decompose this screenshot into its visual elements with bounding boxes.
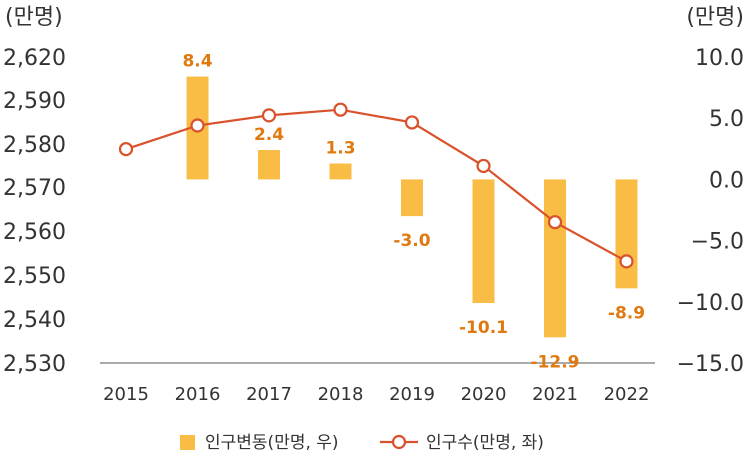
bar-2019 xyxy=(401,179,423,217)
x-tick-label: 2016 xyxy=(175,384,221,405)
point-2015 xyxy=(118,142,134,157)
left-axis-unit: (만명) xyxy=(5,5,63,30)
right-tick-label: 0.0 xyxy=(709,168,744,193)
right-tick-label: 5.0 xyxy=(709,107,744,132)
x-axis-ticks: 2015 2016 2017 2018 2019 2020 2021 2022 xyxy=(103,384,649,405)
legend-bar-swatch xyxy=(180,435,195,450)
bar-label-2022: -8.9 xyxy=(608,303,645,323)
right-axis-ticks: 10.0 5.0 0.0 −5.0 −10.0 −15.0 xyxy=(677,46,744,377)
bar-2017 xyxy=(258,150,280,180)
left-tick-label: 2,550 xyxy=(3,264,66,289)
x-tick-label: 2022 xyxy=(604,384,650,405)
left-tick-label: 2,620 xyxy=(3,46,66,71)
point-2017 xyxy=(261,108,277,123)
x-tick-label: 2017 xyxy=(246,384,292,405)
bar-2022 xyxy=(615,179,638,289)
left-tick-label: 2,590 xyxy=(3,89,66,114)
legend-line-label: 인구수(만명, 좌) xyxy=(426,433,544,453)
left-axis-ticks: 2,530 2,540 2,550 2,560 2,570 2,580 2,590 2,620 xyxy=(3,46,66,377)
right-tick-label: 10.0 xyxy=(695,46,744,71)
left-tick-label: 2,580 xyxy=(3,133,66,158)
point-2022 xyxy=(619,254,634,269)
bar-label-2018: 1.3 xyxy=(325,138,355,158)
left-tick-label: 2,570 xyxy=(3,176,66,201)
right-tick-label: −10.0 xyxy=(677,291,744,316)
x-tick-label: 2020 xyxy=(461,384,507,405)
bar-label-2021: -12.9 xyxy=(531,352,580,372)
left-tick-label: 2,560 xyxy=(3,220,66,245)
right-axis-unit: (만명) xyxy=(686,5,744,30)
bar-label-2017: 2.4 xyxy=(254,125,284,145)
right-tick-label: −15.0 xyxy=(677,352,744,377)
x-tick-label: 2015 xyxy=(103,384,149,405)
legend: 인구변동(만명, 우) 인구수(만명, 좌) xyxy=(180,433,544,453)
legend-bar-label: 인구변동(만명, 우) xyxy=(205,433,339,453)
point-2021 xyxy=(547,215,563,230)
bar-2018 xyxy=(329,163,352,180)
bar-label-2020: -10.1 xyxy=(459,318,508,338)
x-tick-label: 2019 xyxy=(389,384,435,405)
x-tick-label: 2018 xyxy=(318,384,364,405)
point-2016 xyxy=(190,118,205,133)
legend-line-marker xyxy=(391,434,407,450)
x-tick-label: 2021 xyxy=(532,384,578,405)
left-tick-label: 2,530 xyxy=(3,352,66,377)
left-tick-label: 2,540 xyxy=(3,308,66,333)
bar-label-2019: -3.0 xyxy=(393,231,430,251)
right-tick-label: −5.0 xyxy=(691,230,744,255)
point-2020 xyxy=(476,158,491,174)
point-2019 xyxy=(404,115,420,130)
bar-2020 xyxy=(472,179,495,304)
line-series xyxy=(118,102,634,269)
population-line xyxy=(125,108,628,263)
point-2018 xyxy=(333,102,348,117)
bar-data-labels: 8.4 2.4 1.3 -3.0 -10.1 -12.9 -8.9 xyxy=(182,52,645,373)
bar-2021 xyxy=(544,179,566,338)
bar-label-2016: 8.4 xyxy=(182,52,212,72)
